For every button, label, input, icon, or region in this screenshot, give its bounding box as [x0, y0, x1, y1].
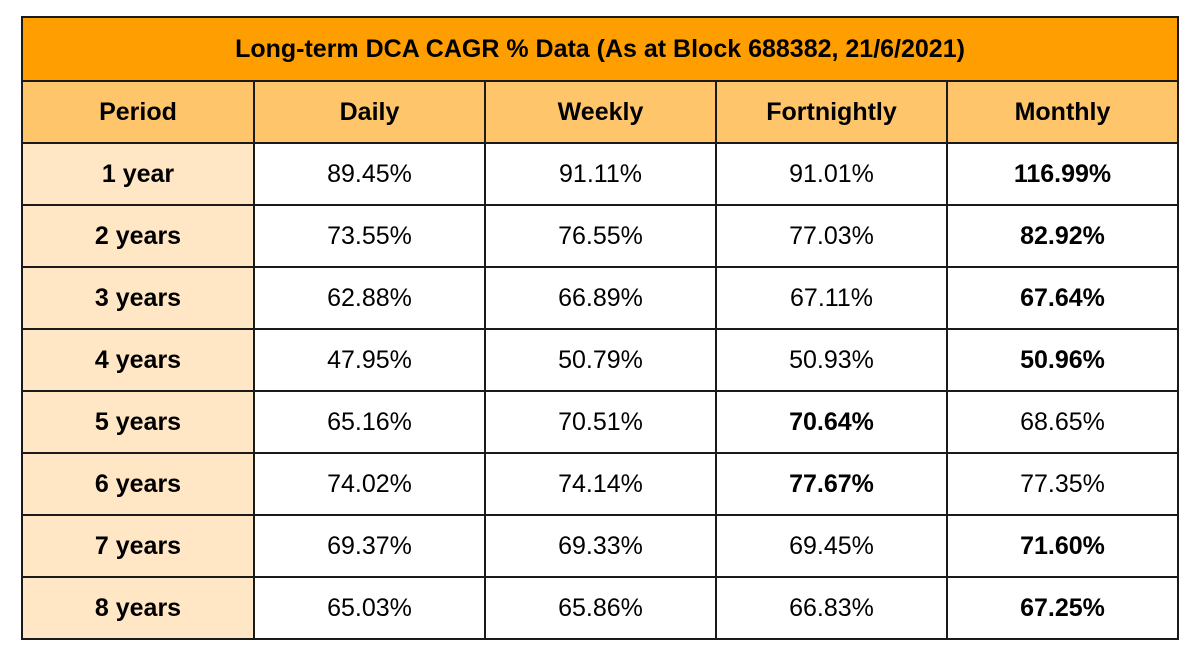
column-header-row: Period Daily Weekly Fortnightly Monthly — [21, 80, 1179, 144]
period-cell: 8 years — [21, 576, 255, 640]
weekly-value-cell: 65.86% — [484, 576, 717, 640]
daily-value-cell: 65.03% — [253, 576, 486, 640]
fortnightly-value-cell: 66.83% — [715, 576, 948, 640]
daily-value-cell: 89.45% — [253, 142, 486, 206]
table-row: 7 years 69.37% 69.33% 69.45% 71.60% — [21, 514, 1179, 578]
table-row: 3 years 62.88% 66.89% 67.11% 67.64% — [21, 266, 1179, 330]
fortnightly-value-cell: 70.64% — [715, 390, 948, 454]
monthly-value-cell: 68.65% — [946, 390, 1179, 454]
period-cell: 3 years — [21, 266, 255, 330]
table-row: 5 years 65.16% 70.51% 70.64% 68.65% — [21, 390, 1179, 454]
column-header-daily: Daily — [253, 80, 486, 144]
fortnightly-value-cell: 77.03% — [715, 204, 948, 268]
table-title: Long-term DCA CAGR % Data (As at Block 6… — [21, 16, 1179, 82]
table-body: 1 year 89.45% 91.11% 91.01% 116.99% 2 years 73… — [21, 142, 1179, 640]
monthly-value-cell: 71.60% — [946, 514, 1179, 578]
weekly-value-cell: 91.11% — [484, 142, 717, 206]
period-cell: 6 years — [21, 452, 255, 516]
period-cell: 1 year — [21, 142, 255, 206]
fortnightly-value-cell: 50.93% — [715, 328, 948, 392]
period-cell: 7 years — [21, 514, 255, 578]
dca-cagr-table: Long-term DCA CAGR % Data (As at Block 6… — [21, 16, 1179, 640]
table-title-row: Long-term DCA CAGR % Data (As at Block 6… — [21, 16, 1179, 82]
monthly-value-cell: 77.35% — [946, 452, 1179, 516]
table-row: 6 years 74.02% 74.14% 77.67% 77.35% — [21, 452, 1179, 516]
monthly-value-cell: 50.96% — [946, 328, 1179, 392]
column-header-monthly: Monthly — [946, 80, 1179, 144]
period-cell: 5 years — [21, 390, 255, 454]
weekly-value-cell: 70.51% — [484, 390, 717, 454]
daily-value-cell: 73.55% — [253, 204, 486, 268]
daily-value-cell: 74.02% — [253, 452, 486, 516]
weekly-value-cell: 76.55% — [484, 204, 717, 268]
table-row: 1 year 89.45% 91.11% 91.01% 116.99% — [21, 142, 1179, 206]
fortnightly-value-cell: 91.01% — [715, 142, 948, 206]
period-cell: 4 years — [21, 328, 255, 392]
column-header-fortnightly: Fortnightly — [715, 80, 948, 144]
monthly-value-cell: 67.25% — [946, 576, 1179, 640]
monthly-value-cell: 116.99% — [946, 142, 1179, 206]
daily-value-cell: 62.88% — [253, 266, 486, 330]
column-header-period: Period — [21, 80, 255, 144]
weekly-value-cell: 69.33% — [484, 514, 717, 578]
monthly-value-cell: 67.64% — [946, 266, 1179, 330]
daily-value-cell: 65.16% — [253, 390, 486, 454]
table-row: 4 years 47.95% 50.79% 50.93% 50.96% — [21, 328, 1179, 392]
weekly-value-cell: 50.79% — [484, 328, 717, 392]
daily-value-cell: 47.95% — [253, 328, 486, 392]
fortnightly-value-cell: 69.45% — [715, 514, 948, 578]
fortnightly-value-cell: 67.11% — [715, 266, 948, 330]
column-header-weekly: Weekly — [484, 80, 717, 144]
monthly-value-cell: 82.92% — [946, 204, 1179, 268]
table-row: 2 years 73.55% 76.55% 77.03% 82.92% — [21, 204, 1179, 268]
weekly-value-cell: 74.14% — [484, 452, 717, 516]
period-cell: 2 years — [21, 204, 255, 268]
weekly-value-cell: 66.89% — [484, 266, 717, 330]
daily-value-cell: 69.37% — [253, 514, 486, 578]
table-row: 8 years 65.03% 65.86% 66.83% 67.25% — [21, 576, 1179, 640]
fortnightly-value-cell: 77.67% — [715, 452, 948, 516]
